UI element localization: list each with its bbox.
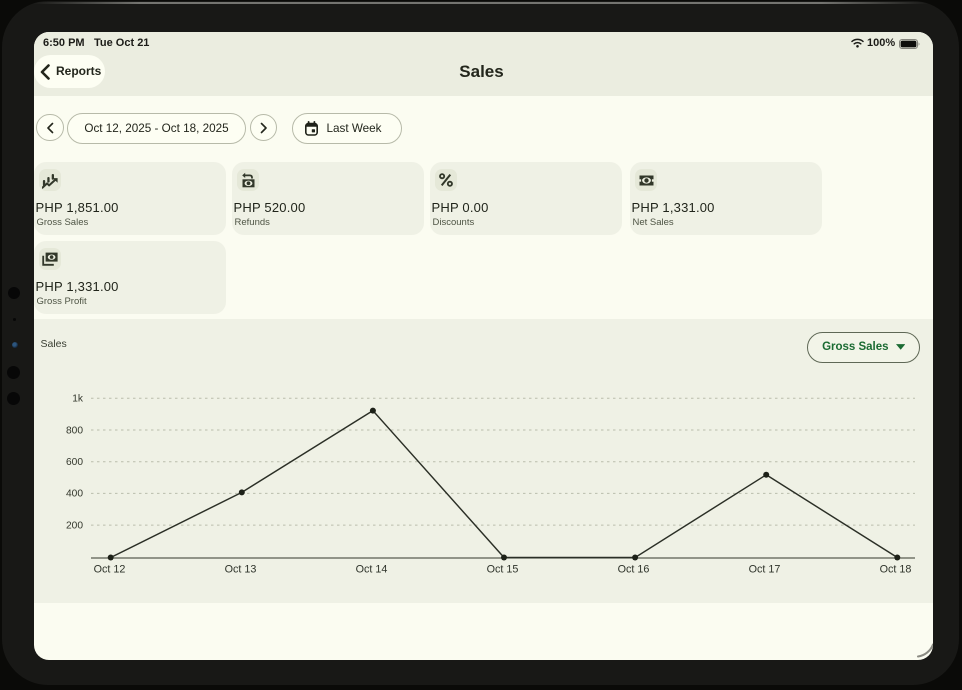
svg-text:Oct 17: Oct 17 <box>749 563 781 575</box>
svg-text:400: 400 <box>66 488 83 499</box>
svg-text:Oct 14: Oct 14 <box>356 563 388 575</box>
svg-text:Oct 12: Oct 12 <box>94 563 126 575</box>
svg-text:Oct 18: Oct 18 <box>880 563 912 575</box>
svg-text:Oct 13: Oct 13 <box>225 563 257 575</box>
svg-text:Oct 15: Oct 15 <box>487 563 519 575</box>
svg-text:800: 800 <box>66 425 83 436</box>
svg-text:1k: 1k <box>72 393 84 404</box>
svg-text:600: 600 <box>66 457 83 468</box>
svg-text:Oct 16: Oct 16 <box>618 563 650 575</box>
svg-text:200: 200 <box>66 520 83 531</box>
